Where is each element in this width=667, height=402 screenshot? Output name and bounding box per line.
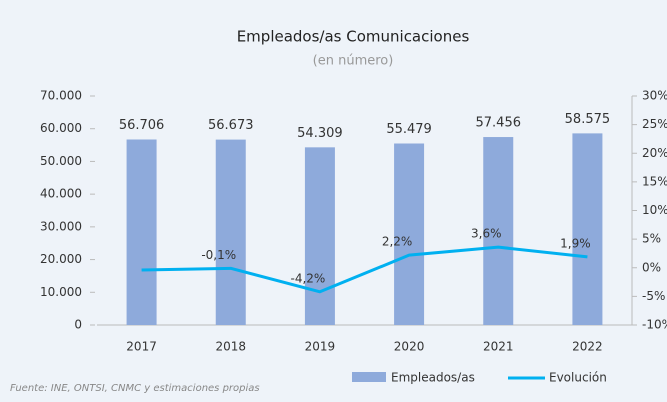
y2-tick-label: 5%: [642, 232, 661, 246]
bar-value-label: 55.479: [386, 122, 432, 137]
line-value-label: -0,1%: [201, 248, 236, 262]
bar-value-label: 56.673: [208, 118, 254, 133]
x-tick-label: 2020: [394, 340, 425, 354]
chart-title: Empleados/as Comunicaciones: [237, 28, 470, 46]
legend-swatch: [352, 372, 386, 382]
line-value-label: 2,2%: [382, 235, 413, 249]
y-tick-label: 30.000: [40, 219, 82, 233]
line-value-label: 1,9%: [560, 236, 591, 250]
x-tick-label: 2021: [483, 340, 514, 354]
bar: [394, 143, 425, 325]
bar: [304, 147, 335, 325]
y-tick-label: 20.000: [40, 252, 82, 266]
legend-label: Evolución: [549, 371, 607, 385]
line-value-label: 3,6%: [471, 227, 502, 241]
y-tick-label: 40.000: [40, 187, 82, 201]
y-tick-label: 0: [74, 318, 82, 332]
source: Fuente: INE, ONTSI, CNMC y estimaciones …: [10, 383, 260, 394]
chart-subtitle: (en número): [313, 54, 394, 69]
y2-tick-label: 25%: [642, 117, 667, 131]
bar: [572, 133, 603, 325]
x-tick-label: 2017: [126, 340, 157, 354]
y-tick-label: 60.000: [40, 121, 82, 135]
y-tick-label: 50.000: [40, 154, 82, 168]
y2-tick-label: 10%: [642, 203, 667, 217]
line: [141, 245, 588, 294]
line-value-label: -4,2%: [291, 271, 326, 285]
bar: [215, 139, 246, 325]
bar-value-label: 54.309: [297, 126, 343, 141]
bar-value-label: 57.456: [476, 116, 522, 131]
y2-tick-label: -5%: [642, 289, 665, 303]
bar: [483, 137, 514, 325]
y2-tick-label: -10%: [642, 318, 667, 332]
bar-value-label: 56.706: [119, 118, 165, 133]
bar: [126, 139, 157, 325]
x-tick-label: 2019: [305, 340, 336, 354]
legend-label: Empleados/as: [391, 371, 475, 385]
x-tick-label: 2022: [572, 340, 603, 354]
y2-tick-label: 0%: [642, 260, 661, 274]
y2-tick-label: 20%: [642, 146, 667, 160]
y-tick-label: 70.000: [40, 89, 82, 103]
y-tick-label: 10.000: [40, 285, 82, 299]
bar-value-label: 58.575: [565, 112, 611, 127]
x-tick-label: 2018: [215, 340, 246, 354]
y2-tick-label: 30%: [642, 89, 667, 103]
y2-tick-label: 15%: [642, 174, 667, 188]
